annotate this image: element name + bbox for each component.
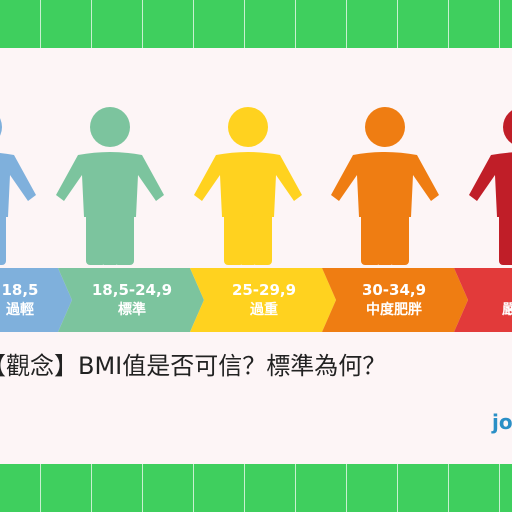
border-divider — [448, 464, 449, 512]
border-divider — [193, 0, 194, 48]
top-border — [0, 0, 512, 48]
border-divider — [295, 0, 296, 48]
border-divider — [40, 0, 41, 48]
severe-obese-figure — [463, 105, 512, 265]
category-range: 25-29,9 — [231, 281, 297, 299]
brand-logo-text[interactable]: jo — [492, 410, 512, 434]
border-divider — [346, 464, 347, 512]
category-arrow — [0, 268, 72, 332]
border-divider — [193, 464, 194, 512]
bmi-category-band: 18,5 過輕 18,5-24,9 標準 25-29,9 過重 30-34,9 … — [0, 268, 512, 332]
border-divider — [499, 464, 500, 512]
border-divider — [346, 0, 347, 48]
category-label: 過輕 — [6, 302, 34, 318]
category-label: 過重 — [250, 302, 278, 318]
category-arrows — [0, 268, 512, 332]
bottom-border — [0, 464, 512, 512]
category-label: 嚴重肥胖 — [502, 302, 512, 318]
border-divider — [244, 464, 245, 512]
border-divider — [142, 464, 143, 512]
border-divider — [448, 0, 449, 48]
category-range: 30-34,9 — [361, 281, 427, 299]
overweight-figure — [188, 105, 308, 265]
category-label: 標準 — [118, 302, 146, 318]
border-divider — [397, 464, 398, 512]
category-range: 18,5 — [1, 281, 39, 299]
border-divider — [499, 0, 500, 48]
underweight-figure — [0, 105, 42, 265]
border-divider — [91, 0, 92, 48]
category-normal: 18,5-24,9 標準 — [72, 268, 192, 332]
category-label: 中度肥胖 — [366, 302, 422, 318]
border-divider — [295, 464, 296, 512]
category-underweight: 18,5 過輕 — [0, 268, 80, 332]
category-arrow — [190, 268, 336, 332]
category-arrow — [454, 268, 512, 332]
category-severe-obese: 35 嚴重肥胖 — [470, 268, 512, 332]
border-divider — [142, 0, 143, 48]
moderate-obese-figure — [325, 105, 445, 265]
category-arrow — [58, 268, 204, 332]
category-arrow — [322, 268, 468, 332]
category-moderate-obese: 30-34,9 中度肥胖 — [334, 268, 454, 332]
border-divider — [91, 464, 92, 512]
category-range: 18,5-24,9 — [91, 281, 173, 299]
border-divider — [244, 0, 245, 48]
border-divider — [397, 0, 398, 48]
category-overweight: 25-29,9 過重 — [204, 268, 324, 332]
normal-figure — [50, 105, 170, 265]
border-divider — [40, 464, 41, 512]
headline: 【觀念】BMI值是否可信？標準為何？ — [0, 352, 387, 380]
